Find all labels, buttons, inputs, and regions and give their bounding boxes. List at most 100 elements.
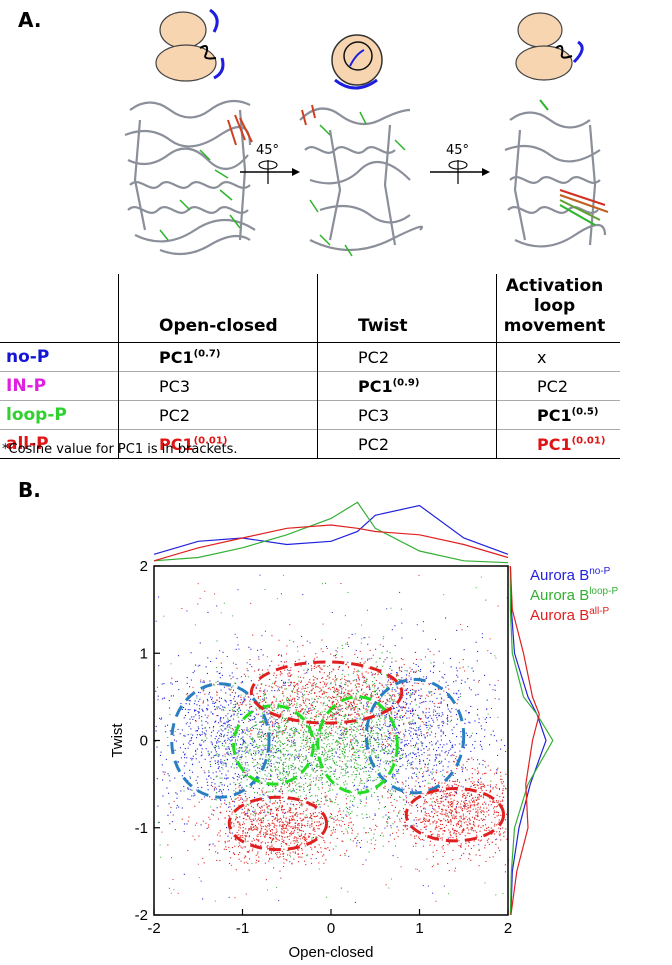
- data-point: [229, 710, 231, 712]
- data-point: [392, 705, 394, 707]
- data-point: [335, 741, 337, 743]
- data-point: [294, 744, 296, 746]
- data-point: [269, 726, 271, 728]
- data-point: [314, 692, 316, 694]
- data-point: [179, 747, 181, 749]
- data-point: [441, 750, 443, 752]
- data-point: [239, 794, 241, 796]
- data-point: [336, 687, 338, 689]
- data-point: [324, 771, 326, 773]
- data-point: [376, 724, 378, 726]
- data-point: [356, 842, 358, 844]
- data-point: [318, 779, 320, 781]
- data-point: [308, 745, 310, 747]
- data-point: [300, 681, 302, 683]
- data-point: [353, 726, 355, 728]
- data-point: [264, 738, 266, 740]
- data-point: [409, 712, 411, 714]
- data-point: [495, 894, 497, 896]
- data-point: [268, 729, 270, 731]
- data-point: [362, 767, 364, 769]
- data-point: [336, 837, 338, 839]
- data-point: [365, 727, 367, 729]
- data-point: [276, 726, 278, 728]
- data-point: [260, 737, 262, 739]
- data-point: [260, 753, 262, 755]
- data-point: [245, 704, 247, 706]
- data-point: [316, 764, 318, 766]
- data-point: [262, 787, 264, 789]
- data-point: [215, 776, 217, 778]
- data-point: [198, 708, 200, 710]
- data-point: [257, 649, 259, 651]
- data-point: [191, 784, 193, 786]
- data-point: [274, 721, 276, 723]
- data-point: [409, 710, 411, 712]
- data-point: [454, 751, 456, 753]
- data-point: [459, 713, 461, 715]
- data-point: [415, 733, 417, 735]
- data-point: [310, 734, 312, 736]
- data-point: [390, 712, 392, 714]
- data-point: [334, 741, 336, 743]
- data-point: [326, 646, 327, 647]
- data-point: [392, 708, 394, 710]
- data-point: [316, 836, 318, 838]
- data-point: [408, 777, 410, 779]
- data-point: [389, 678, 391, 680]
- data-point: [295, 785, 297, 787]
- data-point: [386, 751, 388, 753]
- data-point: [391, 629, 393, 631]
- data-point: [421, 767, 423, 769]
- data-point: [373, 833, 375, 835]
- data-point: [382, 665, 384, 667]
- data-point: [210, 711, 212, 713]
- data-point: [394, 689, 396, 691]
- data-point: [283, 705, 285, 707]
- data-point: [282, 768, 284, 770]
- data-point: [318, 748, 320, 750]
- data-point: [432, 672, 434, 674]
- data-point: [461, 766, 463, 768]
- data-point: [244, 776, 246, 778]
- data-point: [307, 766, 309, 768]
- data-point: [276, 732, 278, 734]
- data-point: [272, 789, 274, 791]
- data-point: [330, 715, 332, 717]
- data-point: [391, 669, 393, 671]
- data-point: [227, 759, 229, 761]
- data-point: [313, 803, 315, 805]
- data-point: [313, 698, 315, 700]
- data-point: [410, 762, 412, 764]
- data-point: [421, 742, 423, 744]
- data-point: [362, 675, 364, 677]
- data-point: [289, 639, 291, 641]
- data-point: [271, 770, 273, 772]
- data-point: [332, 758, 334, 760]
- data-point: [453, 681, 455, 683]
- data-point: [389, 750, 391, 752]
- data-point: [322, 583, 323, 585]
- data-point: [394, 645, 396, 647]
- data-point: [254, 721, 256, 723]
- data-point: [333, 713, 335, 715]
- data-point: [325, 759, 327, 761]
- data-point: [155, 725, 157, 727]
- data-point: [291, 674, 293, 676]
- data-point: [320, 648, 322, 650]
- data-point: [358, 713, 360, 715]
- data-point: [196, 737, 198, 739]
- data-point: [456, 693, 458, 695]
- data-point: [255, 724, 257, 726]
- data-point: [271, 713, 273, 715]
- data-point: [230, 716, 232, 718]
- data-point: [312, 675, 314, 677]
- data-point: [227, 785, 229, 787]
- data-point: [176, 804, 178, 806]
- data-point: [217, 760, 219, 762]
- data-point: [303, 724, 305, 726]
- data-point: [351, 705, 353, 707]
- top-hist-line: [153, 504, 509, 555]
- data-point: [433, 864, 435, 866]
- data-point: [418, 677, 420, 679]
